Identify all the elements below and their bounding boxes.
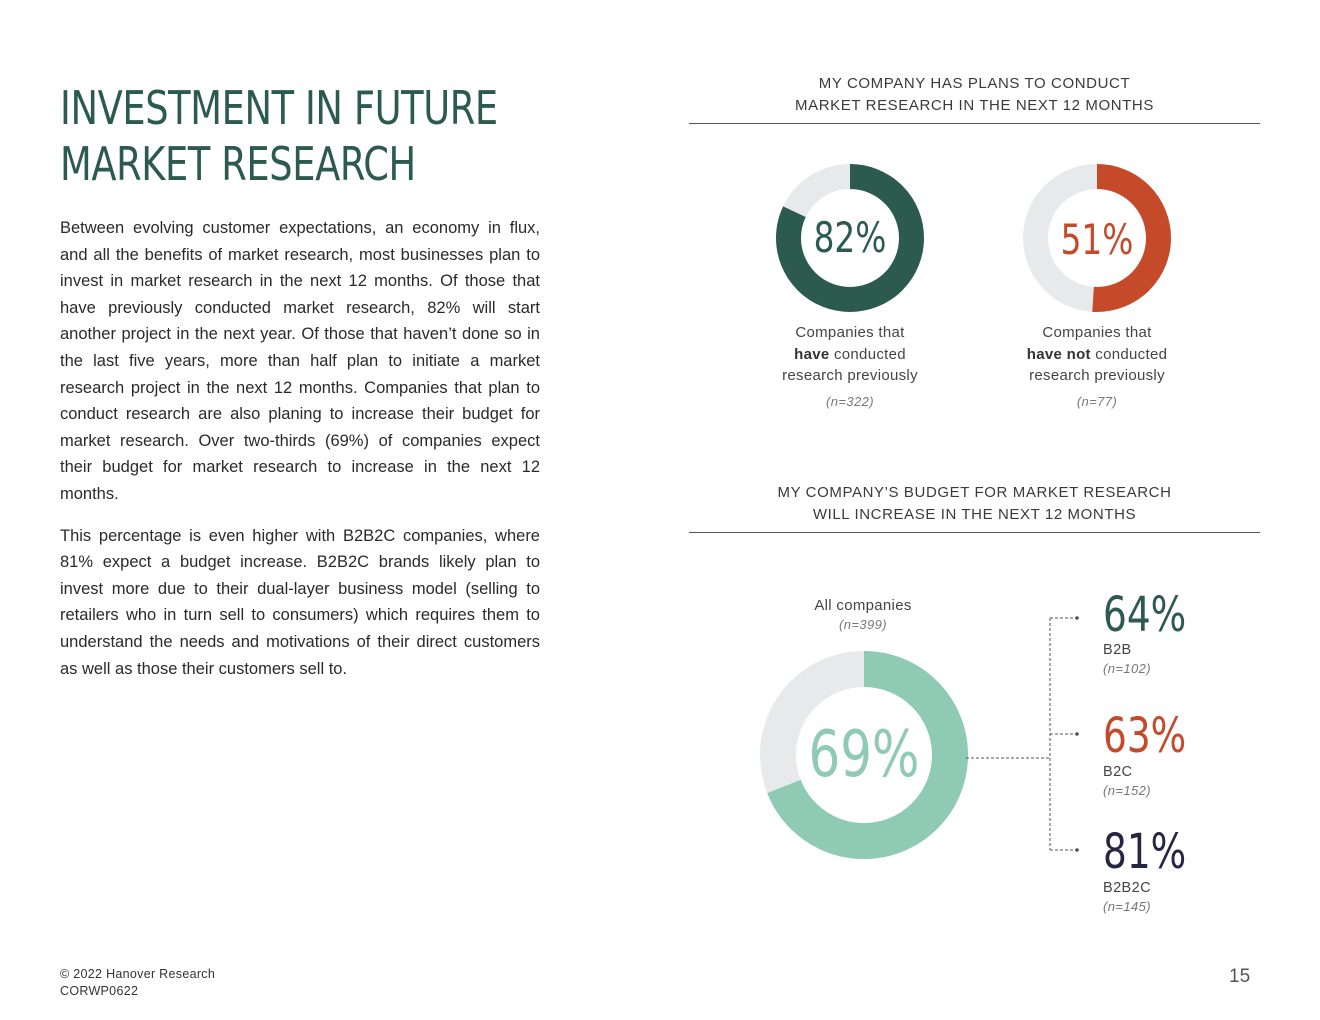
section1-heading-line-1: MY COMPANY HAS PLANS TO CONDUCT <box>818 75 1131 92</box>
donut2-caption: Companies that have not conducted resear… <box>997 322 1197 412</box>
donut2-pct: 51% <box>1060 215 1134 264</box>
donut2-arc <box>1023 164 1171 312</box>
donut2-caption-line-3: research previously <box>1029 367 1165 384</box>
donut1-caption-line-1: Companies that <box>795 324 905 341</box>
donut2-caption-bold: have not <box>1026 345 1091 363</box>
all-companies-label: All companies <box>814 597 912 614</box>
connector-dot-b2c <box>1075 732 1079 736</box>
footer: © 2022 Hanover Research CORWP0622 <box>60 966 215 1000</box>
segment-b2c-n: (n=152) <box>1103 783 1151 798</box>
donut1-n: (n=322) <box>826 393 874 409</box>
donut1-caption-line-2: have conducted <box>750 344 950 366</box>
paragraph-1: Between evolving customer expectations, … <box>60 219 540 503</box>
segment-b2c-label: B2C <box>1103 764 1133 780</box>
donut1-caption-line-3: research previously <box>782 367 918 384</box>
section2-heading-line-1: MY COMPANY’S BUDGET FOR MARKET RESEARCH <box>777 484 1172 501</box>
connector-lines <box>966 616 1079 852</box>
segment-b2b2c-label: B2B2C <box>1103 880 1151 896</box>
title-line-2: MARKET RESEARCH <box>60 137 416 191</box>
donut3-pct: 69% <box>808 718 920 792</box>
section1-heading-line-2: MARKET RESEARCH IN THE NEXT 12 MONTHS <box>795 97 1154 114</box>
footer-code: CORWP0622 <box>60 984 139 998</box>
footer-copyright: © 2022 Hanover Research <box>60 967 216 981</box>
donut3-arc <box>760 651 968 859</box>
page-title: INVESTMENT IN FUTURE MARKET RESEARCH <box>60 80 498 192</box>
section1-divider <box>689 123 1260 124</box>
section1-heading: MY COMPANY HAS PLANS TO CONDUCT MARKET R… <box>689 73 1260 124</box>
donut1-caption-bold: have <box>794 345 830 363</box>
donut1-arc <box>776 164 924 312</box>
connector-dot-b2b2c <box>1075 848 1079 852</box>
segment-b2c-pct: 63% <box>1103 708 1187 764</box>
donut2-n: (n=77) <box>1076 393 1118 409</box>
segment-b2b2c-pct: 81% <box>1103 824 1187 880</box>
donut-all-companies: 69% <box>760 651 968 859</box>
donut2-caption-line-2: have not conducted <box>997 344 1197 366</box>
section2-heading: MY COMPANY’S BUDGET FOR MARKET RESEARCH … <box>689 482 1260 533</box>
section2-heading-line-2: WILL INCREASE IN THE NEXT 12 MONTHS <box>812 506 1137 523</box>
connector-dot-b2b <box>1075 616 1079 620</box>
donut-all-companies-svg <box>760 651 968 859</box>
page-number: 15 <box>1229 966 1251 987</box>
all-companies-n: (n=399) <box>839 617 887 632</box>
title-line-1: INVESTMENT IN FUTURE <box>60 81 498 135</box>
body-text: Between evolving customer expectations, … <box>60 215 540 697</box>
donut-have-conducted: 82% <box>776 164 924 312</box>
segment-b2b2c-n: (n=145) <box>1103 899 1151 914</box>
segment-b2b-label: B2B <box>1103 642 1132 658</box>
donut2-caption-line-1: Companies that <box>1042 324 1152 341</box>
paragraph-2: This percentage is even higher with B2B2… <box>60 526 540 678</box>
donut1-pct: 82% <box>813 213 887 262</box>
segment-b2b-pct: 64% <box>1103 587 1187 643</box>
donut1-caption: Companies that have conducted research p… <box>750 322 950 412</box>
donut-have-not-conducted: 51% <box>1023 164 1171 312</box>
segment-b2b-n: (n=102) <box>1103 661 1151 676</box>
donut-have-not-conducted-svg <box>1023 164 1171 312</box>
donut1-caption-rest: conducted <box>829 345 906 363</box>
donut2-caption-rest: conducted <box>1090 345 1168 363</box>
donut-have-conducted-svg <box>776 164 924 312</box>
section2-divider <box>689 532 1260 533</box>
